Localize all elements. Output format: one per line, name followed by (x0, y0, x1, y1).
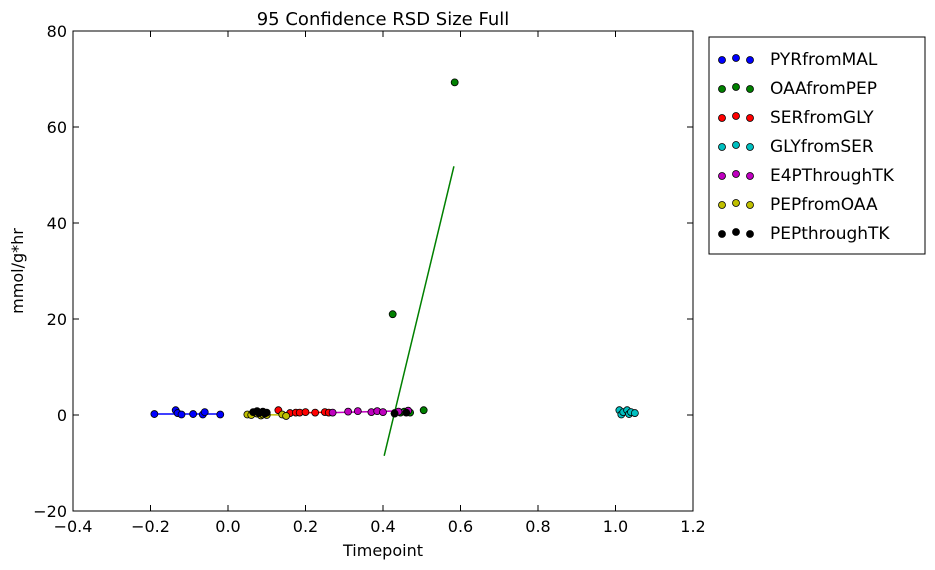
data-point-e4pthroughtk (344, 407, 353, 416)
x-tick-label: −0.4 (54, 517, 93, 536)
legend-item: PEPfromOAA (718, 195, 878, 215)
legend-marker (718, 143, 726, 151)
data-point-oaafrompep (388, 310, 397, 319)
data-point-serfromgly (301, 408, 310, 417)
legend-marker (718, 56, 726, 64)
data-point-e4pthroughtk (328, 408, 337, 417)
legend-marker (746, 56, 754, 64)
legend-marker (732, 54, 740, 62)
legend-frame (708, 36, 926, 255)
series-pyrfrommal (150, 406, 225, 419)
legend-item: OAAfromPEP (718, 79, 877, 99)
legend-marker (718, 85, 726, 93)
legend-item: PEPthroughTK (718, 224, 890, 244)
x-tick-label: −0.2 (131, 517, 170, 536)
x-tick-label: 1.2 (680, 517, 705, 536)
x-tick-label: 0.8 (525, 517, 550, 536)
y-tick-label: 80 (47, 22, 67, 41)
y-tick-label: 20 (47, 310, 67, 329)
legend-label: PEPfromOAA (770, 195, 878, 215)
legend-marker (732, 170, 740, 178)
legend-marker (746, 143, 754, 151)
data-point-serfromgly (311, 408, 320, 417)
data-point-pyrfrommal (216, 410, 225, 419)
legend-marker (732, 141, 740, 149)
y-tick-label: −20 (33, 502, 67, 521)
y-tick-label: 0 (57, 406, 67, 425)
legend-item: E4PThroughTK (718, 166, 895, 186)
x-axis-label: Timepoint (342, 541, 423, 560)
legend-label: PEPthroughTK (770, 224, 890, 244)
chart-title: 95 Confidence RSD Size Full (257, 9, 510, 30)
plot-frame (72, 30, 694, 512)
legend-marker (732, 112, 740, 120)
data-point-oaafrompep (419, 406, 428, 415)
x-tick-label: 0.4 (370, 517, 395, 536)
legend-marker (732, 199, 740, 207)
legend-label: GLYfromSER (770, 137, 874, 157)
legend-marker (732, 228, 740, 236)
series-glyfromser (615, 406, 639, 419)
legend-marker (746, 230, 754, 238)
data-point-pepthroughtk (390, 409, 399, 418)
legend-marker (746, 85, 754, 93)
series-e4pthroughtk (328, 406, 413, 417)
fit-line-oaafrompep (383, 166, 455, 456)
legend-marker (746, 172, 754, 180)
legend-marker (718, 114, 726, 122)
x-tick-label: 0.6 (448, 517, 473, 536)
data-point-pyrfrommal (150, 410, 159, 418)
legend-label: PYRfromMAL (770, 50, 878, 70)
legend-marker (746, 201, 754, 209)
data-point-pepfromoaa (282, 412, 291, 420)
data-point-e4pthroughtk (379, 408, 387, 417)
legend-label: E4PThroughTK (770, 166, 895, 186)
x-tick-label: 0.0 (215, 517, 240, 536)
legend-marker (746, 114, 754, 122)
x-tick-label: 0.2 (293, 517, 318, 536)
data-point-pyrfrommal (189, 410, 198, 418)
data-point-oaafrompep (450, 78, 459, 87)
data-point-e4pthroughtk (353, 407, 362, 416)
legend-marker (718, 172, 726, 180)
legend-marker (718, 201, 726, 209)
legend-marker (732, 83, 740, 91)
series-pepthroughtk (249, 407, 411, 418)
data-point-glyfromser (630, 409, 639, 417)
legend-item: SERfromGLY (718, 108, 874, 128)
legend: PYRfromMAL OAAfromPEP SERfromGLY GLYfromSER… (708, 36, 926, 255)
data-point-pyrfrommal (200, 408, 209, 417)
data-point-pyrfrommal (177, 410, 186, 419)
y-tick-label: 40 (47, 214, 67, 233)
legend-item: PYRfromMAL (718, 50, 878, 70)
data-point-pepthroughtk (402, 408, 411, 417)
y-axis-label: mmol/g*hr (8, 228, 27, 314)
series-oaafrompep (383, 78, 459, 456)
data-point-pepthroughtk (262, 408, 271, 417)
y-tick-label: 60 (47, 118, 67, 137)
x-tick-label: 1.0 (603, 517, 628, 536)
legend-label: SERfromGLY (770, 108, 874, 128)
legend-marker (718, 230, 726, 238)
legend-item: GLYfromSER (718, 137, 874, 157)
legend-label: OAAfromPEP (770, 79, 877, 99)
